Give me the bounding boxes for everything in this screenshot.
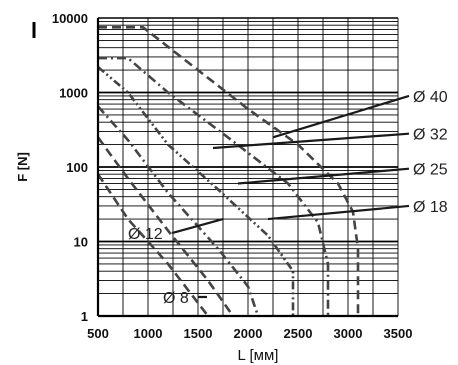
- series-curve: [98, 26, 360, 316]
- x-axis-label: L [мм]: [238, 347, 279, 364]
- callout-pointer: [267, 204, 410, 221]
- y-tick-label: 1000: [59, 86, 88, 101]
- x-tick-label: 3000: [334, 326, 363, 341]
- x-tick-label: 1000: [134, 326, 163, 341]
- callout-pointer: [171, 218, 224, 235]
- callout-pointer: [237, 167, 410, 185]
- x-tick-label: 3500: [384, 326, 413, 341]
- diameter-label: Ø 12: [128, 226, 163, 243]
- diameter-label: Ø 25: [413, 162, 448, 179]
- series-curve: [96, 173, 210, 317]
- tick-labels: 500 1000 1500 2000 2500 3000 3500 1 10 100 1000 100…: [52, 11, 413, 341]
- diameter-label: Ø 8: [163, 290, 189, 307]
- callout-pointer: [272, 94, 410, 139]
- series-curve: [97, 66, 295, 316]
- series-curve: [96, 136, 235, 317]
- series-curve: [98, 56, 330, 316]
- y-axis-label: F [N]: [15, 152, 30, 182]
- y-tick-label: 100: [66, 160, 88, 175]
- x-tick-label: 2000: [234, 326, 263, 341]
- x-tick-label: 1500: [184, 326, 213, 341]
- y-tick-label: 1: [81, 309, 88, 324]
- grid: [97, 17, 399, 317]
- diameter-label: Ø 18: [413, 199, 448, 216]
- y-tick-label: 10: [74, 235, 88, 250]
- x-tick-label: 500: [87, 326, 109, 341]
- series-curves: [96, 26, 360, 317]
- y-tick-label: 10000: [52, 11, 88, 26]
- diameter-callouts: Ø 40 Ø 32 Ø 25 Ø 18 Ø 12 Ø 8: [128, 89, 448, 307]
- diameter-label: Ø 40: [413, 89, 448, 106]
- axes: [32, 18, 398, 318]
- x-tick-label: 2500: [284, 326, 313, 341]
- diameter-label: Ø 32: [413, 127, 448, 144]
- callout-pointer: [212, 132, 410, 150]
